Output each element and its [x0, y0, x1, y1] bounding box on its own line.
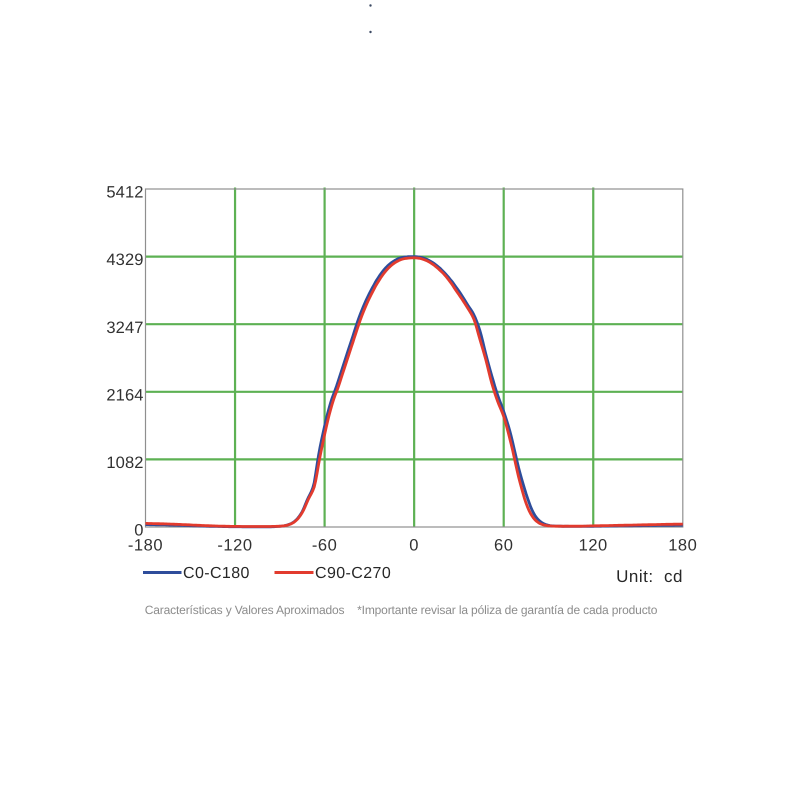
svg-text:60: 60: [494, 537, 513, 555]
svg-text:C0-C180: C0-C180: [183, 565, 250, 582]
svg-text:180: 180: [668, 537, 697, 555]
svg-text:-120: -120: [217, 537, 252, 555]
svg-text:Características y Valores Apro: Características y Valores Aproximados *I…: [145, 603, 658, 617]
svg-text:Unit: cd: Unit: cd: [616, 567, 683, 586]
svg-text:0: 0: [409, 537, 419, 555]
svg-text:2164: 2164: [106, 386, 143, 404]
svg-text:C90-C270: C90-C270: [315, 565, 391, 582]
svg-text:5412: 5412: [106, 184, 143, 202]
svg-text:1082: 1082: [106, 454, 143, 472]
svg-text:0: 0: [134, 522, 143, 540]
svg-text:120: 120: [579, 537, 608, 555]
svg-text:-180: -180: [128, 537, 163, 555]
svg-text:3247: 3247: [106, 319, 143, 337]
svg-text:4329: 4329: [106, 251, 143, 269]
svg-text:-60: -60: [312, 537, 338, 555]
